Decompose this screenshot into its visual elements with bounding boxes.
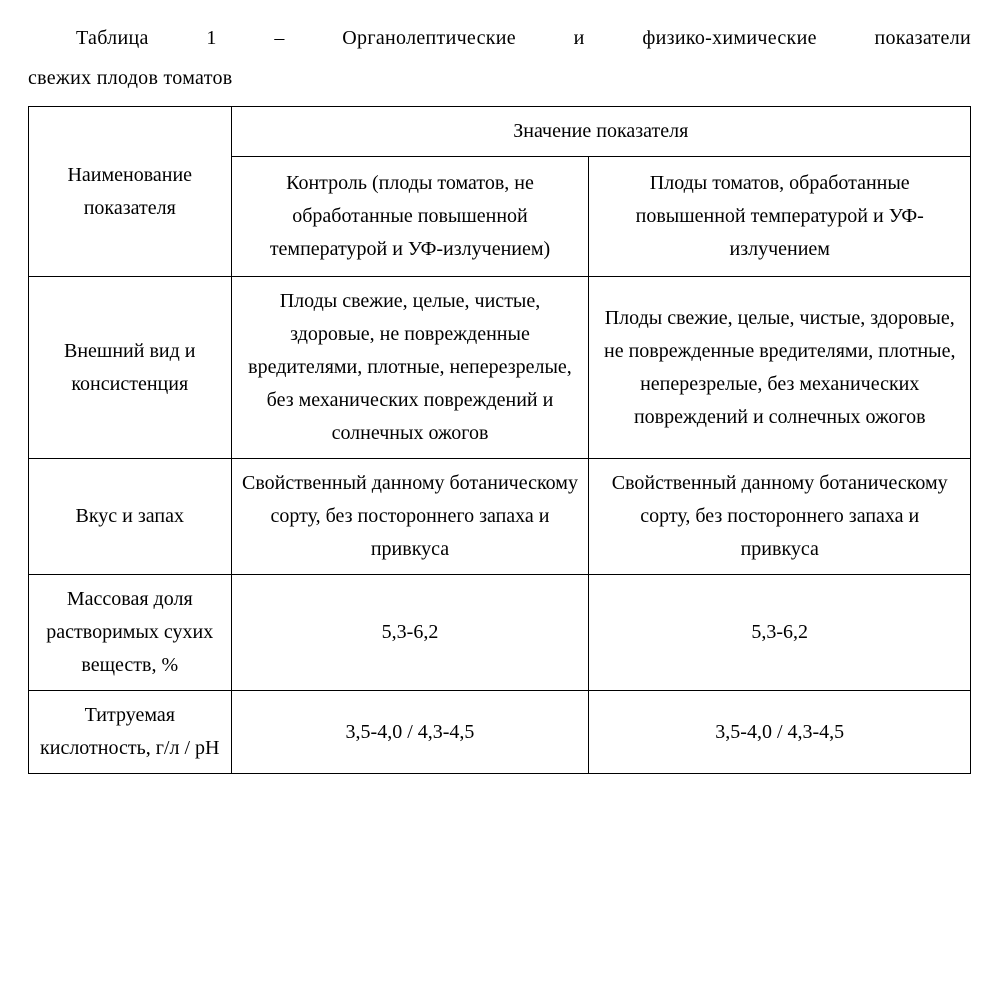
table-row: Внешний вид и консистенция Плоды свежие,… <box>29 277 971 459</box>
header-group-label: Значение показателя <box>231 107 970 157</box>
table-header-row-1: Наименование показателя Значение показат… <box>29 107 971 157</box>
row-value-control: 5,3-6,2 <box>231 575 589 691</box>
row-value-treated: 5,3-6,2 <box>589 575 971 691</box>
header-col-control: Контроль (плоды томатов, не обработанные… <box>231 157 589 277</box>
row-value-control: Плоды свежие, целые, чистые, здоровые, н… <box>231 277 589 459</box>
row-value-treated: Плоды свежие, целые, чистые, здоровые, н… <box>589 277 971 459</box>
row-label: Массовая доля растворимых сухих веществ,… <box>29 575 232 691</box>
properties-table: Наименование показателя Значение показат… <box>28 106 971 774</box>
row-value-treated: 3,5-4,0 / 4,3-4,5 <box>589 691 971 774</box>
row-label: Внешний вид и консистенция <box>29 277 232 459</box>
table-row: Титруемая кислотность, г/л / pH 3,5-4,0 … <box>29 691 971 774</box>
table-row: Массовая доля растворимых сухих веществ,… <box>29 575 971 691</box>
table-row: Вкус и запах Свойственный данному ботани… <box>29 459 971 575</box>
table-caption-line2: свежих плодов томатов <box>28 60 971 96</box>
row-label: Титруемая кислотность, г/л / pH <box>29 691 232 774</box>
row-value-treated: Свойственный данному ботаническому сорту… <box>589 459 971 575</box>
header-row-label: Наименование показателя <box>29 107 232 277</box>
row-value-control: Свойственный данному ботаническому сорту… <box>231 459 589 575</box>
header-col-treated: Плоды томатов, обработанные повышенной т… <box>589 157 971 277</box>
row-label: Вкус и запах <box>29 459 232 575</box>
row-value-control: 3,5-4,0 / 4,3-4,5 <box>231 691 589 774</box>
table-caption-line1: Таблица 1 – Органолептические и физико-х… <box>28 20 971 56</box>
